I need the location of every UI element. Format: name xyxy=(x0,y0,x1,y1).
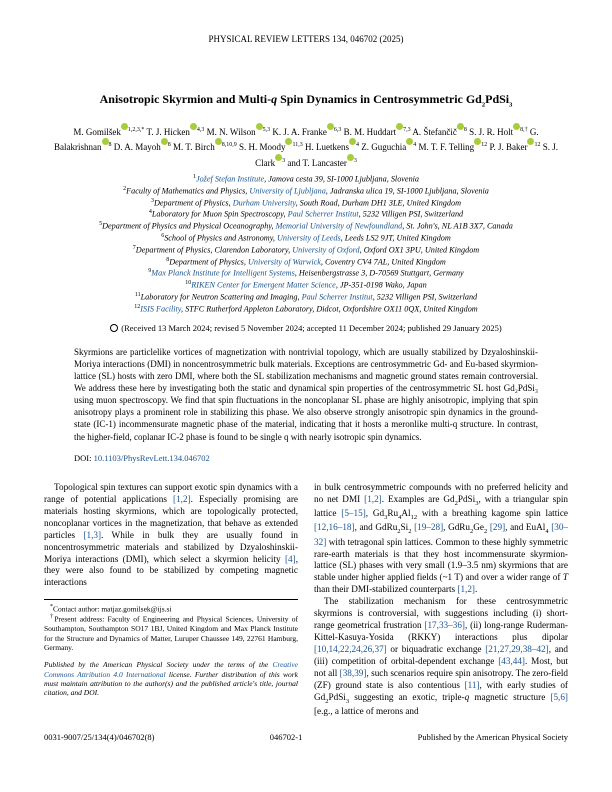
orcid-icon xyxy=(513,123,520,130)
footer-left: 0031-9007/25/134(4)/046702(8) xyxy=(44,732,155,743)
author: H. Luetkens4 xyxy=(305,142,359,152)
right-column: in bulk centrosymmetric compounds with n… xyxy=(314,482,568,718)
author: D. A. Mayoh8 xyxy=(114,142,171,152)
body-columns: Topological spin textures can support ex… xyxy=(44,482,568,718)
doi-link[interactable]: 10.1103/PhysRevLett.134.046702 xyxy=(94,453,210,463)
author: S. H. Moody11,3 xyxy=(239,142,303,152)
affiliation: 3Department of Physics, Durham Universit… xyxy=(44,197,568,209)
orcid-icon xyxy=(275,154,282,161)
author: P. J. Baker12 xyxy=(489,142,540,152)
author: M. Gomilšek1,2,3,* xyxy=(73,127,144,137)
author: Z. Guguchia4 xyxy=(361,142,416,152)
round-icon xyxy=(110,324,118,332)
footnotes: *Contact author: matjaz.gomilsek@ijs.si … xyxy=(44,599,298,652)
article-dates: (Received 13 March 2024; revised 5 Novem… xyxy=(44,323,568,334)
affiliation: 9Max Planck Institute for Intelligent Sy… xyxy=(44,267,568,279)
body-paragraph: Topological spin textures can support ex… xyxy=(44,482,298,590)
author: M. T. Birch8,10,9 xyxy=(173,142,237,152)
article-title: Anisotropic Skyrmion and Multi-q Spin Dy… xyxy=(44,92,568,110)
author: M. T. F. Telling12 xyxy=(419,142,488,152)
orcid-icon xyxy=(161,138,168,145)
author: K. J. A. Franke6,3 xyxy=(272,127,341,137)
affiliation: 11Laboratory for Neutron Scattering and … xyxy=(44,291,568,303)
affiliation: 6School of Physics and Astronomy, Univer… xyxy=(44,232,568,244)
orcid-icon xyxy=(121,123,128,130)
orcid-icon xyxy=(102,138,109,145)
affiliation: 8Department of Physics, University of Wa… xyxy=(44,256,568,268)
author: M. N. Wilson5,3 xyxy=(207,127,270,137)
body-paragraph: The stabilization mechanism for these ce… xyxy=(314,596,568,718)
orcid-icon xyxy=(215,138,222,145)
affiliation: 1Jožef Stefan Institute, Jamova cesta 39… xyxy=(44,173,568,185)
doi-line: DOI: 10.1103/PhysRevLett.134.046702 xyxy=(74,453,538,464)
orcid-icon xyxy=(347,154,354,161)
body-paragraph: in bulk centrosymmetric compounds with n… xyxy=(314,482,568,597)
footnote-address: †Present address: Faculty of Engineering… xyxy=(44,614,298,652)
orcid-icon xyxy=(256,123,263,130)
orcid-icon xyxy=(190,123,197,130)
dates-text: (Received 13 March 2024; revised 5 Novem… xyxy=(121,323,501,333)
affiliation: 2Faculty of Mathematics and Physics, Uni… xyxy=(44,185,568,197)
footer-right: Published by the American Physical Socie… xyxy=(418,732,568,743)
affiliation-list: 1Jožef Stefan Institute, Jamova cesta 39… xyxy=(44,173,568,315)
orcid-icon xyxy=(349,138,356,145)
author: A. Štefančič8 xyxy=(412,127,466,137)
author: B. M. Huddart7,3 xyxy=(344,127,411,137)
orcid-icon xyxy=(396,123,403,130)
footer-center: 046702-1 xyxy=(270,732,303,743)
affiliation: 4Laboratory for Muon Spin Spectroscopy, … xyxy=(44,208,568,220)
affiliation: 7Department of Physics, Clarendon Labora… xyxy=(44,244,568,256)
author: T. Lancaster3 xyxy=(303,158,357,168)
affiliation: 5Department of Physics and Physical Ocea… xyxy=(44,220,568,232)
page-footer: 0031-9007/25/134(4)/046702(8) 046702-1 P… xyxy=(44,732,568,743)
doi-label: DOI: xyxy=(74,453,91,463)
left-column: Topological spin textures can support ex… xyxy=(44,482,298,718)
author: T. J. Hicken4,3 xyxy=(147,127,205,137)
license-block: Published by the American Physical Socie… xyxy=(44,660,298,698)
affiliation: 10RIKEN Center for Emergent Matter Scien… xyxy=(44,279,568,291)
footnote-contact: *Contact author: matjaz.gomilsek@ijs.si xyxy=(44,604,298,614)
author: S. J. R. Holt8,† xyxy=(469,127,528,137)
affiliation: 12ISIS Facility, STFC Rutherford Appleto… xyxy=(44,303,568,315)
abstract: Skyrmions are particlelike vortices of m… xyxy=(74,346,538,443)
author-list: M. Gomilšek1,2,3,* T. J. Hicken4,3 M. N.… xyxy=(44,124,568,171)
orcid-icon xyxy=(457,123,464,130)
journal-header: PHYSICAL REVIEW LETTERS 134, 046702 (202… xyxy=(44,34,568,46)
orcid-icon xyxy=(327,123,334,130)
